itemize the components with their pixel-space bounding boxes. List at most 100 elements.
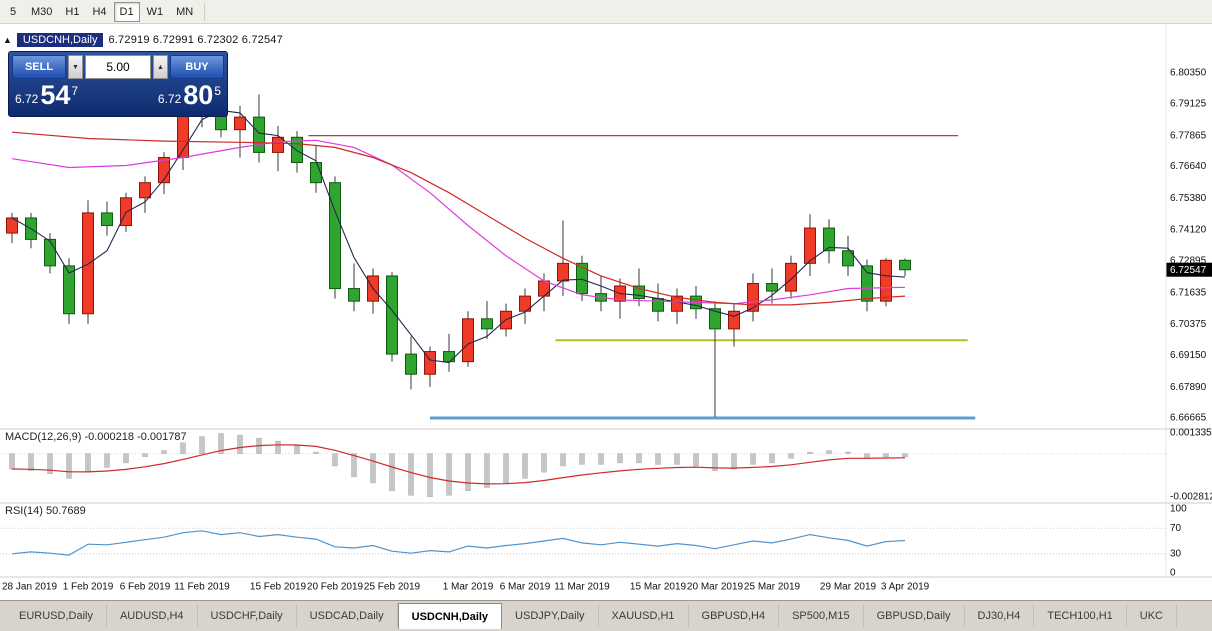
timeframe-button-5[interactable]: 5: [9, 5, 17, 18]
tab-eurusd-daily[interactable]: EURUSD,Daily: [6, 604, 107, 627]
tab-gbpusd-h4[interactable]: GBPUSD,H4: [689, 604, 780, 627]
volume-decrease-button[interactable]: ▼: [68, 55, 83, 79]
candle-body: [557, 262, 569, 282]
sell-price-base: 6.72: [15, 92, 39, 106]
volume-increase-button[interactable]: ▲: [153, 55, 168, 79]
buy-price-pips: 80: [183, 80, 214, 110]
date-axis-label: 11 Feb 2019: [174, 582, 230, 593]
macd-histogram-bar: [161, 450, 167, 454]
candle-body: [747, 283, 759, 312]
date-axis-label: 1 Feb 2019: [63, 582, 114, 593]
tab-ukc[interactable]: UKC: [1127, 604, 1177, 627]
macd-histogram-bar: [123, 453, 129, 464]
macd-histogram-bar: [28, 453, 34, 471]
candle-body: [880, 259, 892, 302]
candle-body: [63, 265, 75, 315]
macd-histogram-bar: [541, 453, 547, 473]
date-axis-label: 6 Mar 2019: [500, 582, 551, 593]
date-axis-label: 6 Feb 2019: [120, 582, 171, 593]
candle-body: [861, 265, 873, 302]
macd-histogram-bar: [427, 453, 433, 498]
tab-sp500-m15[interactable]: SP500,M15: [779, 604, 864, 627]
tab-gbpusd-daily[interactable]: GBPUSD,Daily: [864, 604, 965, 627]
timeframe-toolbar: 5 M30 H1 H4 D1 W1 MN: [0, 0, 1212, 24]
sell-button[interactable]: SELL: [12, 55, 66, 79]
date-axis-label: 15 Feb 2019: [250, 582, 307, 593]
candle-body: [899, 259, 911, 271]
macd-histogram-bar: [332, 453, 338, 467]
date-axis-label: 20 Feb 2019: [307, 582, 364, 593]
sell-price-pips: 54: [40, 80, 71, 110]
timeframe-button-m30[interactable]: M30: [31, 5, 53, 18]
macd-histogram-bar: [104, 453, 110, 468]
price-axis-label: 6.71635: [1170, 287, 1207, 298]
macd-histogram-bar: [579, 453, 585, 465]
candle-body: [234, 116, 246, 131]
price-axis-label: 6.69150: [1170, 350, 1207, 361]
macd-histogram-bar: [617, 453, 623, 464]
toolbar-separator: [204, 2, 206, 21]
current-price-badge-text: 6.72547: [1170, 265, 1207, 276]
ma-fast-line: [11, 109, 906, 364]
macd-histogram-bar: [465, 453, 471, 491]
one-click-collapse-icon[interactable]: ▲: [3, 35, 12, 45]
macd-axis-label: -0.002812: [1170, 492, 1212, 503]
date-axis-label: 20 Mar 2019: [687, 582, 744, 593]
candle-body: [386, 275, 398, 355]
candle-body: [804, 227, 816, 264]
date-axis-label: 1 Mar 2019: [443, 582, 494, 593]
rsi-axis-label: 100: [1170, 504, 1187, 515]
timeframe-button-h1[interactable]: H1: [65, 5, 80, 18]
macd-histogram-bar: [389, 453, 395, 491]
macd-histogram-bar: [788, 453, 794, 459]
macd-histogram-bar: [712, 453, 718, 471]
price-axis-label: 6.77865: [1170, 130, 1207, 141]
macd-histogram-bar: [180, 442, 186, 454]
timeframe-button-d1[interactable]: D1: [113, 1, 140, 22]
date-axis-label: 29 Mar 2019: [820, 582, 877, 593]
macd-histogram-bar: [9, 453, 15, 470]
macd-histogram-bar: [503, 453, 509, 484]
date-axis-label: 25 Feb 2019: [364, 582, 421, 593]
macd-histogram-bar: [484, 453, 490, 488]
tab-usdjpy-daily[interactable]: USDJPY,Daily: [502, 604, 599, 627]
tab-tech100-h1[interactable]: TECH100,H1: [1034, 604, 1127, 627]
price-axis-label: 6.74120: [1170, 225, 1207, 236]
price-axis-label: 6.70375: [1170, 319, 1207, 330]
timeframe-button-w1[interactable]: W1: [146, 5, 164, 18]
candle-body: [538, 280, 550, 297]
price-axis-label: 6.67890: [1170, 382, 1207, 393]
volume-input[interactable]: [85, 55, 151, 79]
buy-price-point: 5: [214, 84, 221, 98]
macd-histogram-bar: [408, 453, 414, 496]
macd-histogram-bar: [598, 453, 604, 465]
macd-axis-label: 0.001335: [1170, 428, 1212, 439]
tab-usdcad-daily[interactable]: USDCAD,Daily: [297, 604, 398, 627]
sell-price-display: 6.72 54 7: [15, 79, 78, 111]
tab-dj30-h4[interactable]: DJ30,H4: [965, 604, 1035, 627]
macd-histogram-bar: [902, 453, 908, 458]
buy-button[interactable]: BUY: [170, 55, 224, 79]
price-axis-label: 6.79125: [1170, 99, 1207, 110]
macd-histogram-bar: [313, 451, 319, 454]
tab-audusd-h4[interactable]: AUDUSD,H4: [107, 604, 198, 627]
sell-price-point: 7: [71, 84, 79, 98]
candle-body: [576, 262, 588, 295]
macd-signal-line: [11, 444, 906, 485]
candle-body: [310, 161, 322, 184]
tab-usdcnh-daily[interactable]: USDCNH,Daily: [397, 603, 503, 629]
tab-usdchf-daily[interactable]: USDCHF,Daily: [198, 604, 297, 627]
candle-body: [253, 116, 265, 153]
price-axis-label: 6.72895: [1170, 256, 1207, 267]
timeframe-button-h4[interactable]: H4: [92, 5, 107, 18]
macd-histogram-bar: [674, 453, 680, 465]
chart-canvas[interactable]: 6.80350 6.79125 6.77865 6.76640 6.75380 6.741…: [0, 25, 1212, 600]
price-axis-label: 6.66665: [1170, 413, 1207, 424]
candle-body: [823, 227, 835, 252]
candle-body: [44, 238, 56, 267]
chart-symbol-badge: USDCNH,Daily: [16, 33, 104, 47]
candle-body: [272, 136, 284, 153]
tab-xauusd-h1[interactable]: XAUUSD,H1: [599, 604, 689, 627]
chart-ohlc-values: 6.72919 6.72991 6.72302 6.72547: [108, 34, 283, 46]
timeframe-button-mn[interactable]: MN: [176, 5, 194, 18]
